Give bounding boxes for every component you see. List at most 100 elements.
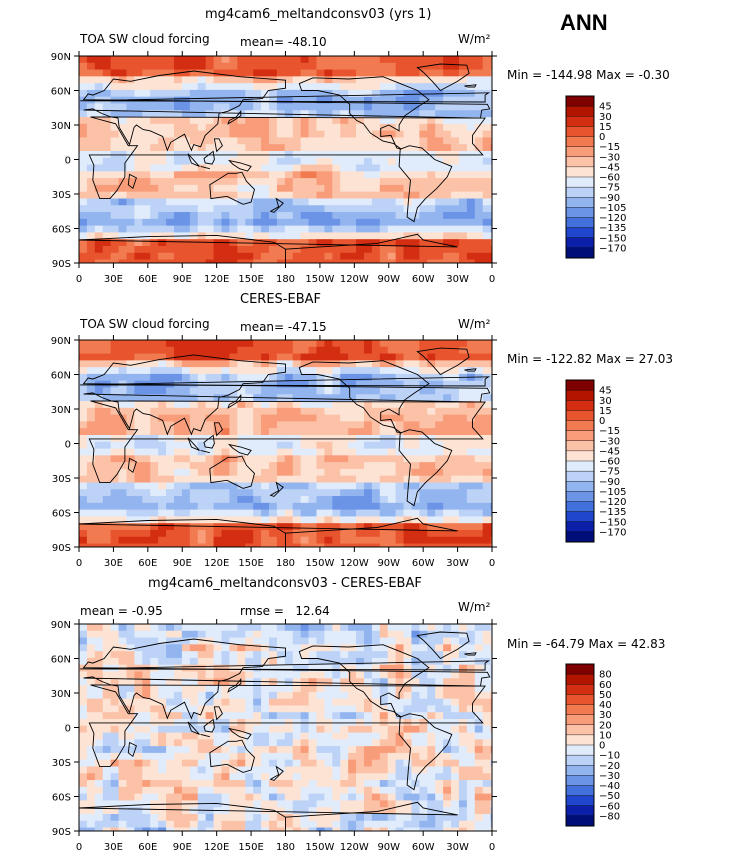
lon-tick-label: 120W [340,274,369,285]
lon-tick-label: 60W [412,558,435,569]
lon-tick-label: 180 [276,842,295,853]
lon-tick-label: 150E [238,842,263,853]
panel-1-max-label: Max = [596,68,635,82]
colorbar-box [565,116,595,127]
colorbar-label: −40 [599,781,620,792]
lon-tick-label: 60E [138,274,157,285]
colorbar-label: 20 [599,720,612,731]
colorbar-box [565,684,595,695]
colorbar-box [565,105,595,117]
coastlines [79,631,491,831]
lon-tick-label: 120E [204,842,229,853]
panel-1-mean-label: mean= [240,35,285,49]
panel-2-mean-label: mean= [240,320,285,334]
colorbar-box [565,207,595,219]
colorbar-box [565,237,595,249]
panel-2-mean: mean= -47.15 [240,320,327,334]
colorbar-box [565,156,595,168]
lon-tick-label: 0 [489,274,495,285]
panel-2-min-label: Min = [507,352,543,366]
colorbar-box [565,744,595,756]
lon-tick-label: 90W [377,274,400,285]
panel-3-mean: mean = -0.95 [80,604,163,618]
map-panel-2: 90N 60N 30N 0 30S 60S 90S 0 30E 60E 90E 120E 150E 180… [51,335,497,569]
colorbar-box [565,379,595,391]
lon-tick-label: 180 [276,558,295,569]
lon-tick-label: 90E [173,842,192,853]
colorbar-box [565,176,595,188]
colorbar-box [565,663,595,675]
colorbar-box [565,714,595,726]
colorbar-box [565,197,595,208]
lon-tick-label: 90E [173,558,192,569]
colorbar-box [565,491,595,503]
lon-tick-label: 120E [204,274,229,285]
lon-tick-label: 30W [446,274,469,285]
lon-tick-label: 120W [340,842,369,853]
field-cells [79,624,492,831]
panel-2-title: CERES-EBAF [240,292,321,307]
colorbar-label: −50 [599,791,620,802]
lat-tick-label: 90S [52,827,71,838]
lat-tick-label: 60S [52,225,71,236]
panel-3-title: mg4cam6_meltandconsv03 - CERES-EBAF [148,576,422,591]
colorbar-label: −60 [599,457,620,468]
colorbar-box [565,410,595,422]
colorbar-box [565,795,595,807]
colorbar-label: −15 [599,426,620,437]
lon-tick-label: 150E [238,558,263,569]
lat-tick-label: 0 [65,724,71,735]
colorbar-box [565,389,595,401]
panel-2-units: W/m² [458,317,491,331]
lon-tick-label: 90E [173,274,192,285]
colorbar-label: −170 [599,243,626,254]
colorbar-label: 30 [599,396,612,407]
colorbar-label: −30 [599,771,620,782]
colorbar-label: 0 [599,416,605,427]
lat-tick-label: 60N [51,371,71,382]
colorbar-box [565,146,595,158]
panel-3-min-label: Min = [507,637,543,651]
panel-3-rmse-label: rmse = [240,604,284,618]
lat-tick-label: 30S [52,758,71,769]
panel-2-max-value: 27.03 [638,352,674,366]
colorbar-label: −10 [599,751,620,762]
colorbar-label: −75 [599,183,620,194]
colorbar-box [565,704,595,716]
colorbar-box [565,460,595,472]
colorbar-label: 15 [599,406,612,417]
colorbar-box [565,217,595,229]
colorbar-label: 15 [599,122,612,133]
colorbar-label: 0 [599,132,605,143]
colorbar-box [565,247,595,259]
lon-tick-label: 180 [276,274,295,285]
colorbar-label: −80 [599,811,620,822]
colorbar-label: −20 [599,761,620,772]
panel-1-min-label: Min = [507,68,543,82]
colorbar-label: −30 [599,152,620,163]
lon-tick-label: 90W [377,842,400,853]
lat-tick-label: 90N [51,620,71,631]
lon-tick-label: 60W [412,274,435,285]
lat-tick-label: 30S [52,474,71,485]
panel-3-minmax: Min = -64.79 Max = 42.83 [507,637,665,651]
lon-tick-label: 30W [446,842,469,853]
lat-tick-label: 60S [52,509,71,520]
colorbar-label: −30 [599,436,620,447]
colorbar-box [565,673,595,685]
colorbar-box [565,815,595,827]
lat-tick-label: 30N [51,689,71,700]
field-cells [79,340,492,547]
lat-tick-label: 0 [65,440,71,451]
lat-tick-label: 90S [52,259,71,270]
colorbar-box [565,501,595,513]
lon-tick-label: 30E [104,842,123,853]
panel-1-minmax: Min = -144.98 Max = -0.30 [507,68,670,82]
lon-tick-label: 30E [104,274,123,285]
colorbar-label: 10 [599,730,612,741]
colorbar-box [565,227,595,239]
lon-tick-label: 150W [305,842,334,853]
colorbar-label: −90 [599,193,620,204]
panel-2-mean-value: -47.15 [287,320,327,334]
